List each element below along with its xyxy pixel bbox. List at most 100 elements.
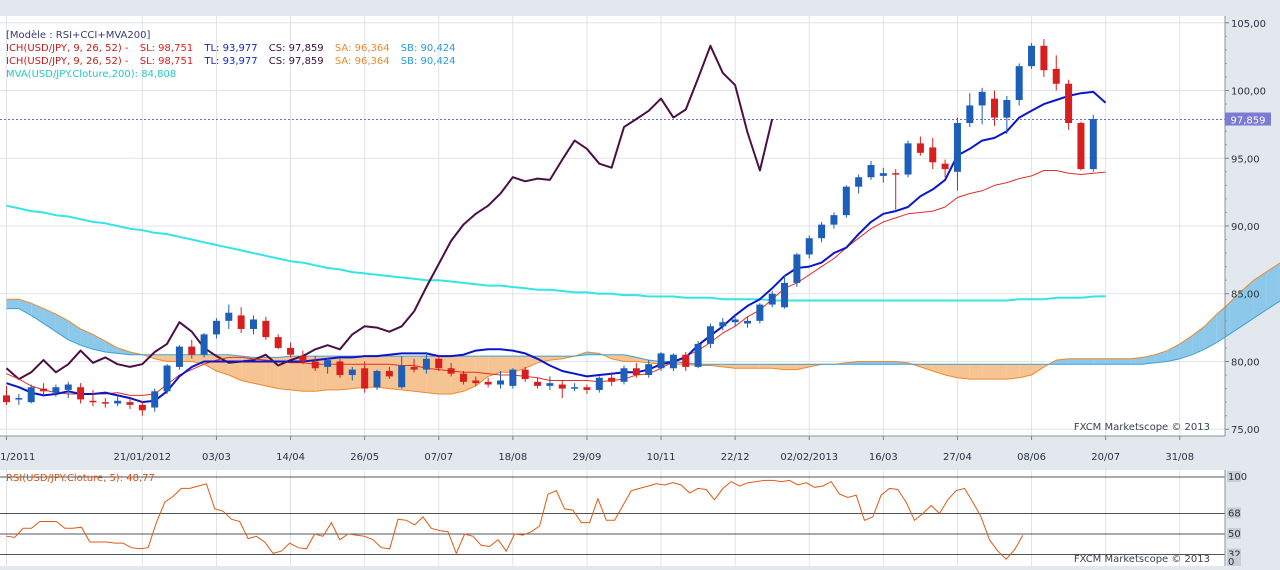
candle-body bbox=[262, 321, 269, 337]
candle-body bbox=[386, 371, 393, 376]
rsi-panel[interactable] bbox=[0, 470, 1225, 566]
candle-body bbox=[40, 389, 47, 392]
legend-ich-2-sl: SL: 98,751 bbox=[140, 56, 193, 67]
candle-body bbox=[769, 294, 776, 305]
candle-body bbox=[89, 401, 96, 403]
x-tick-label: 02/02/2013 bbox=[780, 452, 838, 463]
current-price-tag: 97,859 bbox=[1225, 113, 1271, 127]
candle-body bbox=[361, 368, 368, 388]
y-tick-label: 85,00 bbox=[1231, 290, 1260, 301]
legend-ich-1-sa: SA: 96,364 bbox=[335, 43, 390, 54]
candle-body bbox=[52, 387, 59, 392]
legend-model: [Modèle : RSI+CCI+MVA200] bbox=[6, 29, 150, 41]
candle-body bbox=[472, 380, 479, 383]
legend-ich-1-sl: SL: 98,751 bbox=[140, 43, 193, 54]
y-tick-label: 95,00 bbox=[1231, 154, 1260, 165]
legend-ich-2-tl: TL: 93,977 bbox=[203, 56, 257, 67]
candle-body bbox=[868, 165, 875, 177]
candle-body bbox=[411, 367, 418, 370]
candle-body bbox=[707, 326, 714, 344]
candle-body bbox=[398, 366, 405, 388]
candle bbox=[843, 185, 850, 218]
y-tick-label: 90,00 bbox=[1231, 222, 1260, 233]
rsi-tick-label: 0 bbox=[1228, 557, 1234, 566]
candle bbox=[336, 359, 343, 378]
candle-body bbox=[435, 359, 442, 368]
candle bbox=[164, 364, 171, 394]
candle-body bbox=[188, 347, 195, 355]
candle-body bbox=[880, 173, 887, 176]
legend-ich-1-sb: SB: 90,424 bbox=[401, 43, 456, 54]
cloud-segment bbox=[1081, 359, 1093, 364]
x-tick-label: 14/04 bbox=[276, 452, 305, 463]
candle-body bbox=[15, 398, 22, 400]
candle-body bbox=[954, 123, 961, 172]
x-tick-label: 21/01/2012 bbox=[114, 452, 172, 463]
candle-body bbox=[238, 315, 245, 329]
candle bbox=[621, 366, 628, 385]
candle-body bbox=[114, 401, 121, 404]
candle bbox=[374, 370, 381, 390]
candle-body bbox=[1003, 100, 1010, 118]
cloud-segment bbox=[7, 299, 19, 308]
legend-ich-1-prefix: ICH(USD/JPY, 9, 26, 52) - bbox=[6, 43, 129, 54]
candle-body bbox=[448, 368, 455, 373]
candle-body bbox=[756, 305, 763, 321]
cloud-segment bbox=[970, 364, 982, 379]
candle-body bbox=[942, 164, 949, 169]
legend-ich-2: ICH(USD/JPY, 9, 26, 52) - SL: 98,751 TL:… bbox=[6, 56, 456, 67]
cloud-segment bbox=[1118, 359, 1130, 364]
candle-body bbox=[781, 283, 788, 307]
candle-body bbox=[77, 387, 84, 399]
x-tick-label: 22/12 bbox=[721, 452, 750, 463]
cloud-segment bbox=[982, 364, 994, 379]
candle bbox=[1065, 80, 1072, 130]
x-tick-label: 20/07 bbox=[1091, 452, 1120, 463]
candle bbox=[756, 303, 763, 323]
x-tick-label: 10/11 bbox=[647, 452, 676, 463]
candle-body bbox=[633, 368, 640, 375]
cloud-segment bbox=[995, 364, 1007, 379]
candle-body bbox=[151, 391, 158, 407]
candle-body bbox=[250, 319, 257, 328]
legend-ich-2-sb: SB: 90,424 bbox=[401, 56, 456, 67]
cloud-segment bbox=[748, 364, 760, 368]
cloud-segment bbox=[1069, 359, 1081, 364]
candle bbox=[509, 368, 516, 388]
x-tick-label: 05/11/2011 bbox=[0, 452, 35, 463]
legend-ich-2-cs: CS: 97,859 bbox=[269, 56, 324, 67]
y-tick-label: 80,00 bbox=[1231, 357, 1260, 368]
candle-body bbox=[312, 361, 319, 368]
candle-body bbox=[719, 322, 726, 326]
candle-body bbox=[65, 385, 72, 390]
candle-body bbox=[164, 366, 171, 392]
y-tick-label: 105,00 bbox=[1231, 19, 1266, 30]
rsi-legend: RSI(USD/JPY.Cloture, 5): 48,77 bbox=[6, 473, 155, 484]
rsi-tick-label: 100 bbox=[1228, 472, 1247, 483]
candle bbox=[695, 341, 702, 368]
candle-body bbox=[645, 364, 652, 375]
candle-body bbox=[855, 177, 862, 186]
cloud-segment bbox=[760, 364, 772, 368]
candle-body bbox=[176, 347, 183, 367]
cloud-segment bbox=[1007, 364, 1019, 379]
candle-body bbox=[1028, 46, 1035, 66]
candle-body bbox=[818, 225, 825, 239]
candle-body bbox=[1016, 66, 1023, 100]
candle-body bbox=[744, 321, 751, 324]
candle-body bbox=[929, 147, 936, 162]
x-tick-label: 08/06 bbox=[1017, 452, 1046, 463]
candle-body bbox=[225, 313, 232, 321]
candle-body bbox=[497, 380, 504, 384]
candle-body bbox=[979, 92, 986, 106]
candle-body bbox=[349, 370, 356, 375]
candle-body bbox=[374, 371, 381, 387]
legend-ich-2-prefix: ICH(USD/JPY, 9, 26, 52) - bbox=[6, 56, 129, 67]
candle-body bbox=[830, 215, 837, 224]
candle bbox=[28, 385, 35, 404]
candle-body bbox=[534, 382, 541, 386]
candle-body bbox=[213, 321, 220, 335]
candle-body bbox=[806, 238, 813, 254]
